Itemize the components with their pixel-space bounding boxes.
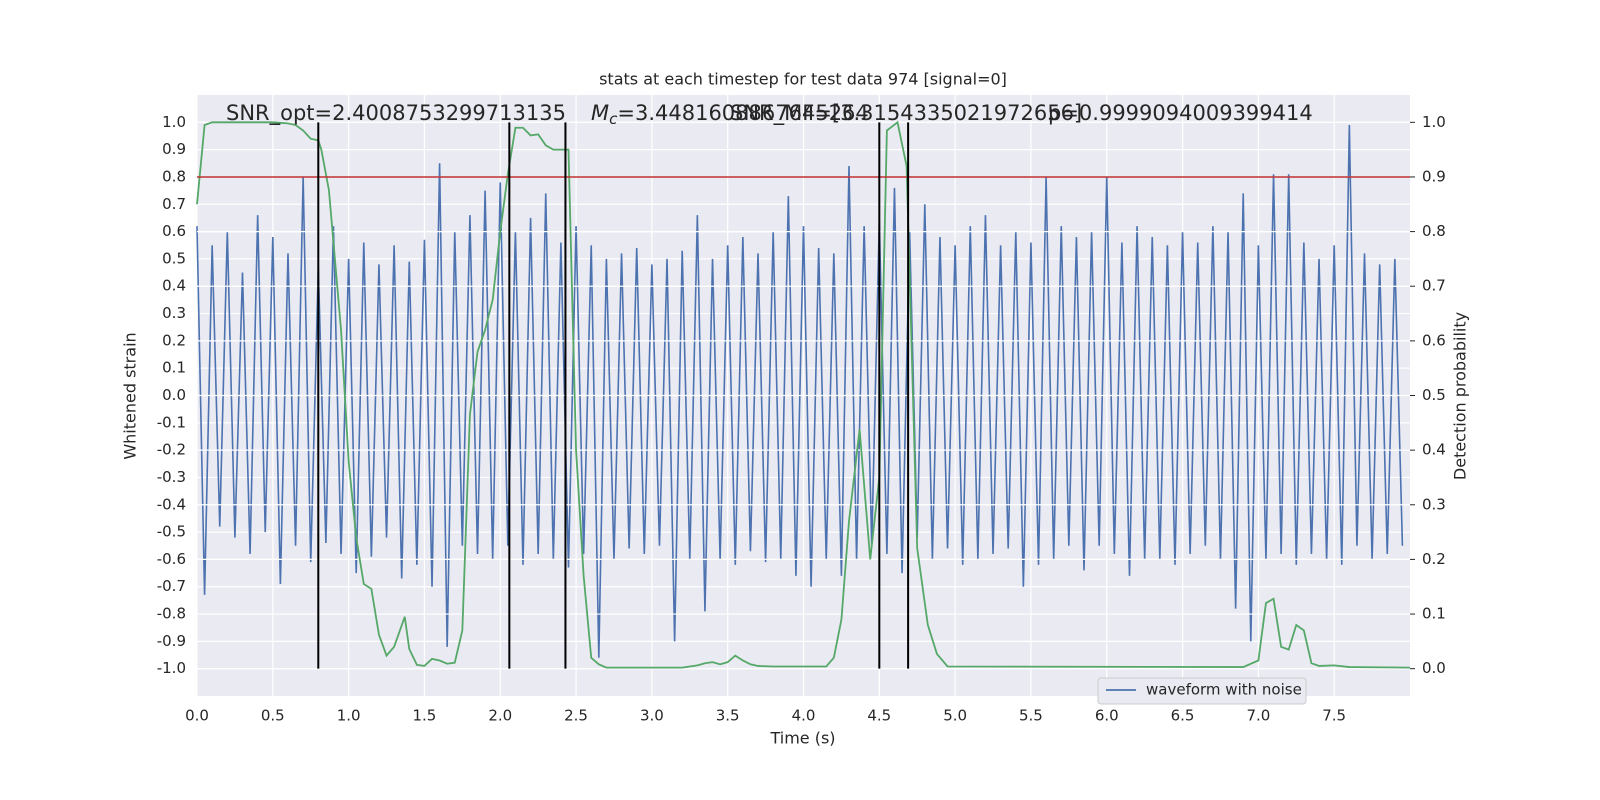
y2-tick-label: 0.1: [1422, 605, 1446, 623]
y-axis-label: Whitened strain: [121, 332, 140, 459]
y-tick-label: 0.1: [162, 359, 186, 377]
probability-line: [196, 120, 1411, 669]
y-tick-label: 0.9: [162, 140, 186, 158]
y-tick-label: 1.0: [162, 113, 186, 131]
y2-tick-label: 1.0: [1422, 113, 1446, 131]
x-axis-label: Time (s): [769, 729, 835, 748]
y2-tick-label: 0.3: [1422, 495, 1446, 513]
y-tick-label: 0.0: [162, 386, 186, 404]
x-tick-label: 0.5: [261, 707, 285, 725]
front-layer: [196, 120, 1411, 670]
x-tick-label: 2.5: [564, 707, 588, 725]
x-tick-label: 6.5: [1171, 707, 1195, 725]
annotation: SNR_opt=2.4008753299713135: [226, 101, 566, 126]
y-tick-label: 0.8: [162, 167, 186, 185]
x-tick-label: 3.5: [716, 707, 740, 725]
x-tick-label: 7.0: [1246, 707, 1270, 725]
legend: waveform with noise: [1097, 677, 1307, 705]
y2-axis-label: Detection probability: [1451, 312, 1470, 480]
y2-tick-label: 0.5: [1422, 386, 1446, 404]
x-tick-label: 1.0: [337, 707, 361, 725]
y2-tick-label: 0.9: [1422, 167, 1446, 185]
y-tick-label: -0.8: [157, 605, 186, 623]
x-tick-label: 5.0: [943, 707, 967, 725]
y-tick-label: -0.5: [157, 523, 186, 541]
y-tick-label: 0.3: [162, 304, 186, 322]
y-tick-label: -1.0: [157, 659, 186, 677]
x-tick-label: 1.5: [413, 707, 437, 725]
waveform-line: [196, 125, 1404, 658]
y-tick-label: 0.7: [162, 195, 186, 213]
x-tick-label: 4.5: [867, 707, 891, 725]
y-tick-label: -0.9: [157, 632, 186, 650]
legend-box: [1097, 677, 1307, 705]
wave-layer: [196, 125, 1404, 658]
y2-tick-label: 0.2: [1422, 550, 1446, 568]
x-tick-label: 5.5: [1019, 707, 1043, 725]
legend-label: waveform with noise: [1146, 681, 1302, 699]
y-tick-label: -0.2: [157, 441, 186, 459]
x-tick-label: 3.0: [640, 707, 664, 725]
annotation-subscript: c: [609, 110, 618, 128]
x-tick-label: 2.0: [488, 707, 512, 725]
y-tick-label: -0.4: [157, 495, 186, 513]
y-tick-label: -0.7: [157, 577, 186, 595]
y2-tick-label: 0.6: [1422, 331, 1446, 349]
x-tick-label: 6.0: [1095, 707, 1119, 725]
y-tick-label: 0.2: [162, 331, 186, 349]
annotation-symbol: M: [591, 101, 609, 125]
chart-title: stats at each timestep for test data 974…: [599, 70, 1007, 89]
y2-tick-label: 0.8: [1422, 222, 1446, 240]
y2-tick-label: 0.7: [1422, 277, 1446, 295]
annotation-value: =3.4481608867645264: [617, 101, 868, 125]
y-tick-label: -0.6: [157, 550, 186, 568]
y-tick-label: 0.4: [162, 277, 186, 295]
y-tick-label: 0.6: [162, 222, 186, 240]
x-tick-label: 4.0: [792, 707, 816, 725]
annotation: p=0.9999094009399414: [1048, 101, 1313, 125]
y2-tick-label: 0.4: [1422, 441, 1446, 459]
x-tick-label: 7.5: [1322, 707, 1346, 725]
annotation: SNR_MF=[3.3154335021972656]: [730, 101, 1082, 126]
x-tick-label: 0.0: [185, 707, 209, 725]
y2-tick-label: 0.0: [1422, 659, 1446, 677]
y-tick-label: 0.5: [162, 249, 186, 267]
y-tick-label: -0.3: [157, 468, 186, 486]
annotation: Mc=3.4481608867645264: [591, 101, 869, 128]
y-tick-label: -0.1: [157, 413, 186, 431]
